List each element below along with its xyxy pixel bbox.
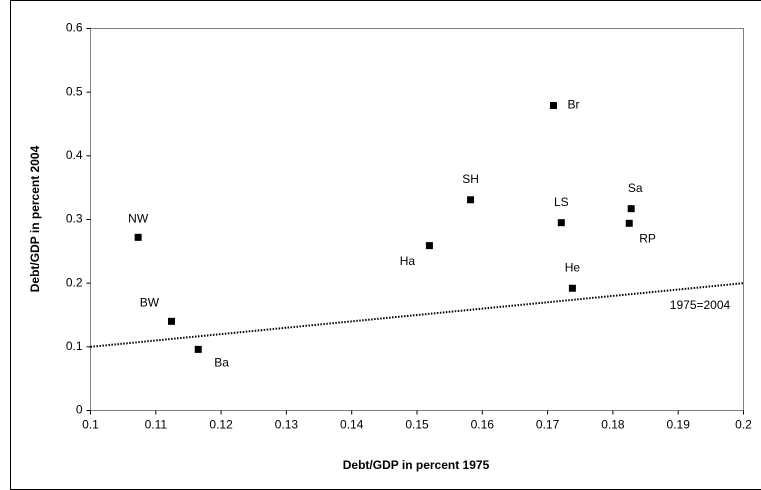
x-tick-label: 0.2 <box>735 418 752 432</box>
x-tick-label: 0.11 <box>145 418 168 432</box>
point <box>425 242 433 250</box>
x-tick-label: 0.12 <box>209 418 233 432</box>
x-tick-label: 0.14 <box>340 418 364 432</box>
point-label: BW <box>140 296 160 310</box>
point-label: Br <box>567 98 579 112</box>
plot-area <box>90 28 744 411</box>
x-tick-label: 0.17 <box>536 418 560 432</box>
point <box>568 284 576 292</box>
x-tick-label: 0.16 <box>471 418 495 432</box>
y-axis-title: Debt/GDP in percent 2004 <box>28 145 42 292</box>
y-tick-label: 0.6 <box>66 21 83 35</box>
reference-line <box>90 282 744 348</box>
point-label: SH <box>462 172 479 186</box>
point <box>557 219 565 227</box>
point <box>625 219 633 227</box>
x-axis-title: Debt/GDP in percent 1975 <box>343 458 490 472</box>
y-tick-label: 0.1 <box>66 339 83 353</box>
point <box>167 317 175 325</box>
point-label: He <box>565 260 581 274</box>
reference-line-label: 1975=2004 <box>670 298 731 312</box>
point-label: Ba <box>214 356 229 370</box>
y-tick-label: 0.2 <box>66 275 83 289</box>
x-tick-label: 0.13 <box>275 418 299 432</box>
point-label: NW <box>128 211 149 225</box>
y-tick-label: 0 <box>76 403 83 417</box>
x-tick-label: 0.19 <box>667 418 691 432</box>
y-tick-label: 0.5 <box>66 84 83 98</box>
point <box>134 233 142 241</box>
point-label: RP <box>639 231 656 245</box>
x-tick-label: 0.15 <box>405 418 429 432</box>
y-tick-label: 0.4 <box>66 148 83 162</box>
point <box>467 196 475 204</box>
point-label: LS <box>554 195 569 209</box>
x-tick-label: 0.1 <box>82 418 99 432</box>
point <box>627 205 635 213</box>
x-tick-label: 0.18 <box>601 418 625 432</box>
point <box>194 345 202 353</box>
point-label: Sa <box>628 181 643 195</box>
point-label: Ha <box>400 254 416 268</box>
point <box>549 102 557 110</box>
y-tick-label: 0.3 <box>66 212 83 226</box>
